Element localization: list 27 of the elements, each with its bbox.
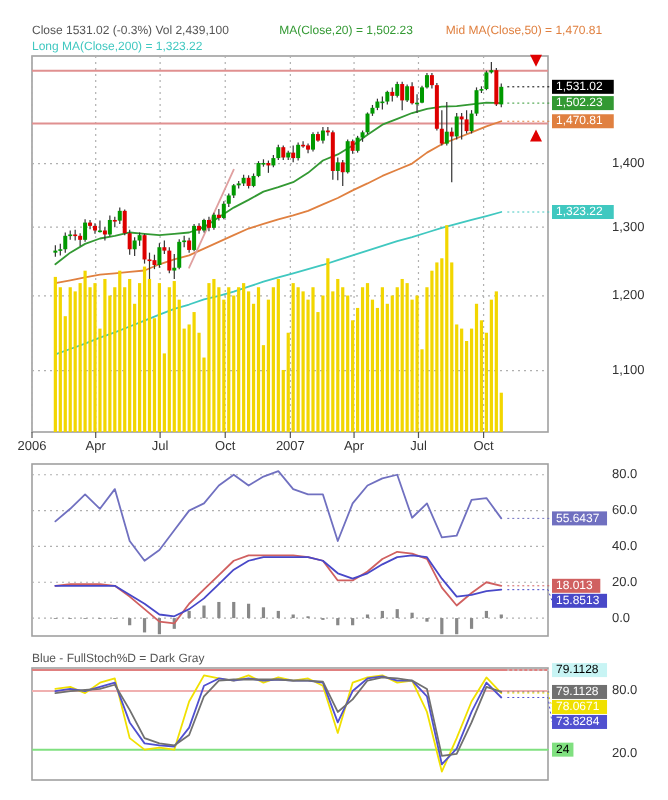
candlestick xyxy=(311,131,315,153)
candlestick xyxy=(484,70,489,91)
candlestick xyxy=(132,236,137,257)
candlestick xyxy=(107,214,112,238)
line-series xyxy=(54,470,503,562)
candlestick xyxy=(296,141,301,162)
candlestick xyxy=(221,200,226,220)
line-series xyxy=(54,120,503,285)
candlestick xyxy=(216,208,221,222)
candlestick xyxy=(192,223,197,252)
candlestick xyxy=(83,218,88,243)
candlestick xyxy=(365,111,370,135)
candlestick xyxy=(93,222,97,235)
line-series xyxy=(54,101,503,266)
candlestick xyxy=(464,109,469,135)
candlestick xyxy=(459,112,464,141)
candlestick xyxy=(157,242,162,269)
line-series xyxy=(54,211,503,356)
candlestick xyxy=(410,81,415,105)
candlestick xyxy=(330,129,335,181)
candlestick xyxy=(400,81,405,111)
candlestick xyxy=(63,231,68,254)
candlestick xyxy=(335,156,340,181)
candlestick xyxy=(494,67,499,107)
candlestick xyxy=(499,82,504,108)
candlestick xyxy=(167,246,172,274)
candlestick xyxy=(340,159,345,187)
